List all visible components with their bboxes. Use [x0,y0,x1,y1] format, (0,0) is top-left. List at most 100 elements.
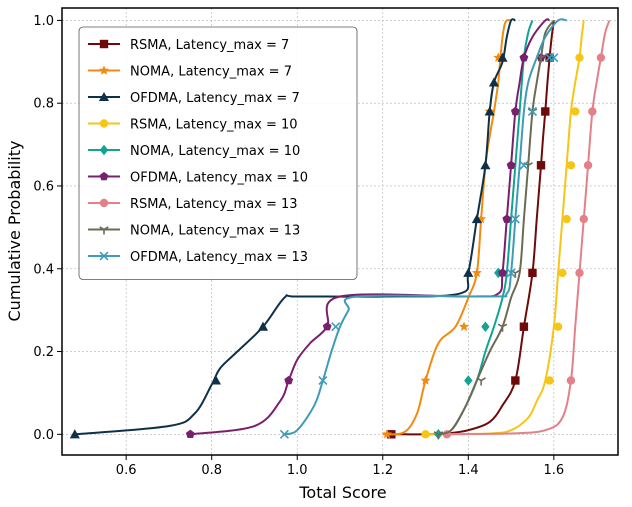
data-point [588,107,597,116]
legend-label: RSMA, Latency_max = 10 [130,118,298,133]
data-point [519,53,529,62]
data-point [284,375,294,385]
series-6 [185,18,550,439]
data-point [488,77,500,87]
legend-marker [99,198,109,208]
legend-marker [99,144,109,156]
legend-item: NOMA, Latency_max = 7 [88,65,292,80]
data-point [382,429,393,439]
data-point [506,160,516,170]
data-point [558,268,567,278]
legend-box [78,26,358,280]
series-layer [69,18,611,440]
legend-marker [99,171,109,181]
series-4 [421,20,585,439]
legend-item: NOMA, Latency_max = 13 [88,224,300,239]
data-point [497,52,508,62]
legend-label: NOMA, Latency_max = 7 [130,65,292,80]
data-point [519,322,529,331]
legend-label: RSMA, Latency_max = 13 [130,197,298,212]
data-point [210,375,222,385]
data-point [528,268,537,278]
x-tick-label: 0.6 [116,463,137,478]
series-line [438,20,534,436]
x-axis-label: Total Score [298,483,386,502]
data-point [464,375,473,386]
legend-marker [99,251,109,261]
y-tick-label: 0.8 [33,97,54,112]
data-point [463,267,474,277]
data-point [541,107,550,116]
data-point [510,214,520,224]
legend-label: NOMA, Latency_max = 13 [130,224,300,239]
data-point [575,268,584,278]
data-point [471,214,482,224]
data-point [459,321,470,331]
data-point [331,322,341,332]
x-tick-label: 1.2 [372,463,393,478]
data-point [484,106,495,116]
data-point [536,161,546,170]
legend-label: NOMA, Latency_max = 10 [130,144,300,159]
series-line [438,19,555,436]
data-point [497,323,508,332]
data-point [571,107,580,116]
series-9 [279,18,567,439]
x-tick-label: 1.4 [458,463,479,478]
y-tick-label: 0.0 [33,428,54,443]
legend-item: RSMA, Latency_max = 13 [88,197,298,212]
data-point [519,160,529,170]
series-line [425,20,585,436]
data-point [322,322,332,331]
y-tick-label: 0.6 [33,179,54,194]
data-point [318,375,328,386]
data-point [185,429,195,439]
legend-marker [99,65,109,75]
legend-item: OFDMA, Latency_max = 13 [88,250,308,265]
data-point [498,268,507,277]
data-point [481,321,490,332]
data-point [69,429,80,439]
legend-item: RSMA, Latency_max = 10 [88,118,298,133]
data-point [471,267,482,278]
legend-item: RSMA, Latency_max = 7 [88,38,289,53]
x-tick-label: 1.6 [544,463,565,478]
legend: RSMA, Latency_max = 7 NOMA, Latency_max =… [78,26,358,280]
legend-marker [98,91,110,102]
data-point [566,376,576,385]
data-point [257,321,269,331]
legend-label: RSMA, Latency_max = 7 [130,38,289,53]
legend-label: OFDMA, Latency_max = 10 [130,171,308,186]
data-point [579,214,588,224]
data-point [420,375,431,385]
data-point [596,53,606,62]
series-line [382,19,512,436]
data-point [553,322,563,331]
legend-item: OFDMA, Latency_max = 7 [88,91,300,106]
legend-item: OFDMA, Latency_max = 10 [88,171,308,186]
legend-label: OFDMA, Latency_max = 13 [130,250,308,265]
x-tick-label: 1.0 [287,463,308,478]
data-point [511,376,520,385]
data-point [510,106,520,116]
axes: 0.6 0.8 1.0 1.2 1.4 1.6 0.0 0.2 0.4 0.6 0.8 1.0 [33,14,564,478]
data-point [566,161,576,170]
y-axis-label: Cumulative Probability [5,141,24,322]
legend-marker [99,226,109,235]
series-line [391,20,555,436]
data-point [421,430,430,439]
y-tick-label: 0.4 [33,262,54,277]
data-point [562,214,571,224]
data-point [527,106,538,117]
data-point [476,377,486,386]
data-point [433,431,444,440]
legend-label: OFDMA, Latency_max = 7 [130,91,300,106]
series-7 [442,20,611,439]
data-point [279,429,289,439]
plot-frame [61,7,619,456]
legend-marker [99,39,109,49]
data-point [549,53,559,63]
data-point [480,160,491,170]
series-2 [382,19,512,439]
